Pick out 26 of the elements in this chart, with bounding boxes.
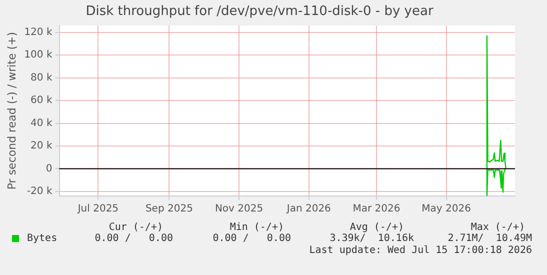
legend-label: Bytes bbox=[27, 233, 58, 244]
text: Min (-/+) bbox=[230, 222, 284, 234]
text: Max (-/+) bbox=[470, 222, 525, 234]
y-tick-label: -20 k bbox=[26, 186, 52, 198]
y-tick-label: 60 k bbox=[30, 95, 52, 106]
x-tick-label: Sep 2025 bbox=[145, 204, 193, 215]
text: 0.00 / 0.00 bbox=[212, 233, 291, 245]
y-tick-label: 120 k bbox=[24, 27, 52, 38]
x-tick-label: Mar 2026 bbox=[352, 204, 400, 215]
x-tick-label: Jul 2025 bbox=[76, 204, 119, 215]
text: 3.39k/ 10.16k bbox=[330, 233, 414, 245]
y-tick-label: 40 k bbox=[30, 118, 52, 129]
x-tick-label: May 2026 bbox=[422, 204, 471, 215]
y-tick-label: 80 k bbox=[30, 72, 52, 84]
text: Last update: Wed Jul 15 17:00:18 2026 bbox=[309, 245, 532, 257]
text: Cur (-/+) bbox=[108, 222, 163, 234]
y-axis-title: Pr second read (-) / write (+) bbox=[5, 32, 18, 190]
text: 2.71M/ 10.49M bbox=[448, 233, 532, 245]
text: 0.00 / 0.00 bbox=[94, 233, 173, 245]
x-tick-label: Jan 2026 bbox=[286, 204, 331, 215]
chart-title: Disk throughput for /dev/pve/vm-110-disk-0 - by year bbox=[86, 4, 434, 20]
y-tick-label: 20 k bbox=[30, 140, 52, 152]
x-tick-label: Nov 2025 bbox=[214, 204, 264, 215]
text: Avg (-/+) bbox=[350, 222, 404, 233]
y-tick-label: 100 k bbox=[24, 50, 52, 61]
y-tick-label: 0 bbox=[46, 163, 52, 174]
